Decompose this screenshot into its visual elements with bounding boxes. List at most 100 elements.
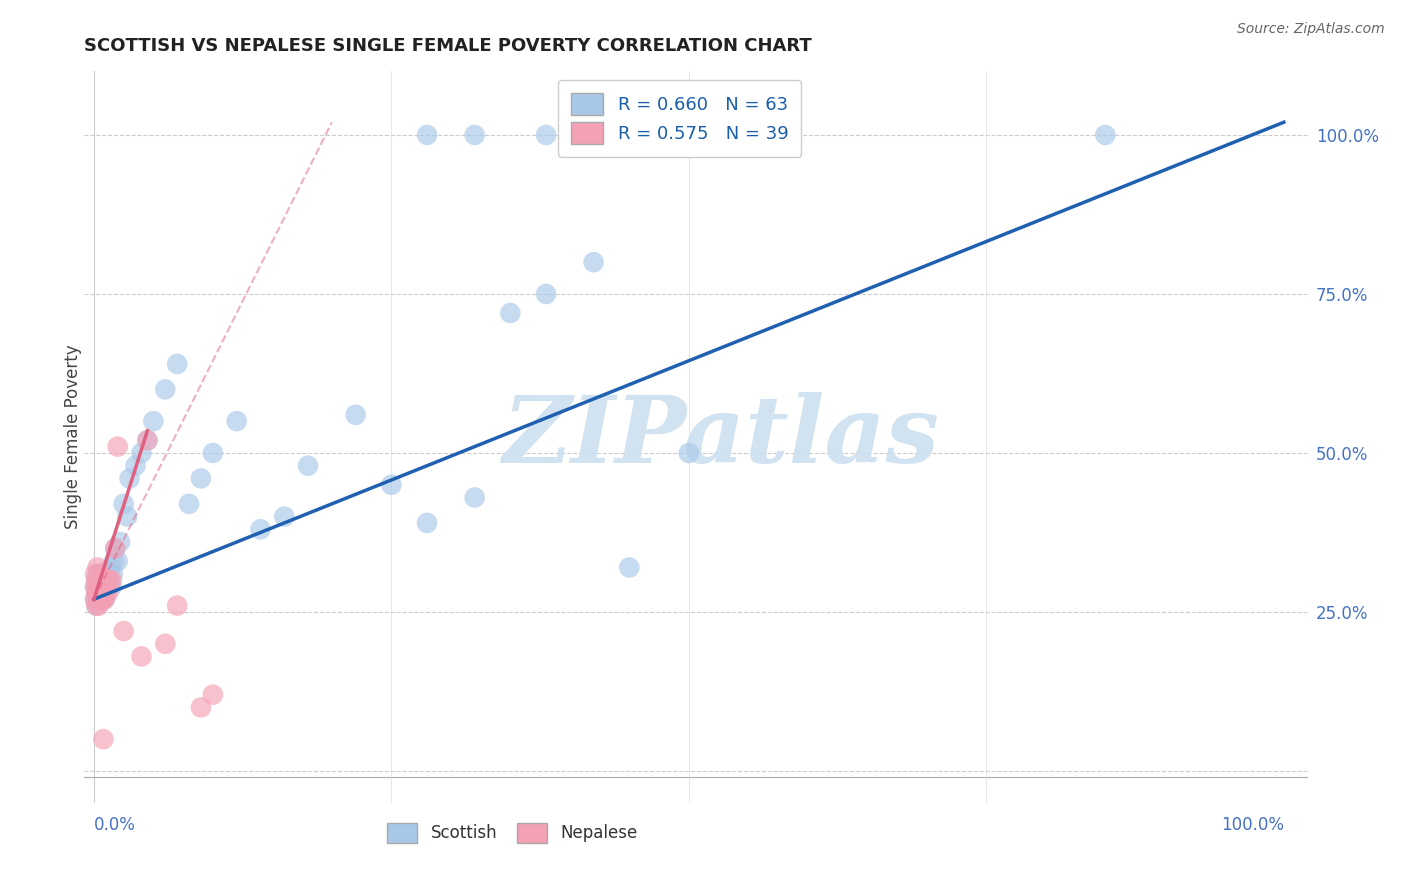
Point (84, 580, 107, 594)
Point (86, 580, 108, 594)
Point (91, 580, 114, 594)
Point (87, 592, 110, 607)
Point (94, 573, 117, 587)
Point (87, 599, 110, 613)
Point (190, 700, 212, 714)
Text: ZIPatlas: ZIPatlas (502, 392, 939, 482)
Point (84, 566, 107, 581)
Point (98, 573, 121, 587)
Legend: Scottish, Nepalese: Scottish, Nepalese (377, 813, 648, 853)
Point (93, 580, 115, 594)
Point (112, 624, 135, 638)
Point (84, 599, 107, 613)
Point (177, 497, 200, 511)
Point (201, 446, 224, 460)
Point (87, 573, 110, 587)
Point (416, 516, 439, 530)
Point (96, 580, 118, 594)
Point (93, 592, 115, 607)
Text: Source: ZipAtlas.com: Source: ZipAtlas.com (1237, 22, 1385, 37)
Point (93, 580, 115, 594)
Point (115, 509, 138, 524)
Point (86, 592, 108, 607)
Point (103, 554, 125, 568)
Point (380, 477, 402, 491)
Point (98, 573, 121, 587)
Point (297, 458, 319, 473)
Point (94, 586, 117, 600)
Point (534, 128, 557, 142)
Point (90, 580, 112, 594)
Point (84, 573, 107, 587)
Point (89, 592, 111, 607)
Point (96, 580, 118, 594)
Point (84, 592, 107, 607)
Point (534, 287, 557, 301)
Point (201, 688, 224, 702)
Point (118, 471, 141, 485)
Point (93, 566, 115, 581)
Point (107, 554, 129, 568)
Point (619, 560, 641, 574)
Point (86, 560, 108, 574)
Point (112, 497, 135, 511)
Point (155, 637, 177, 651)
Point (101, 566, 124, 581)
Point (100, 580, 122, 594)
Point (136, 434, 159, 448)
Point (90, 592, 112, 607)
Point (91, 592, 114, 607)
Point (273, 509, 295, 524)
Point (94, 573, 117, 587)
Point (87, 573, 110, 587)
Point (131, 649, 153, 664)
Point (107, 440, 129, 454)
Point (136, 434, 159, 448)
Point (87, 586, 110, 600)
Point (166, 357, 188, 371)
Point (190, 471, 212, 485)
Point (89, 580, 111, 594)
Point (90, 573, 112, 587)
Point (93, 592, 115, 607)
Point (84, 586, 107, 600)
Point (142, 414, 165, 428)
Point (249, 522, 271, 536)
Text: 100.0%: 100.0% (1220, 815, 1284, 833)
Point (100, 560, 122, 574)
Point (90, 586, 112, 600)
Text: SCOTTISH VS NEPALESE SINGLE FEMALE POVERTY CORRELATION CHART: SCOTTISH VS NEPALESE SINGLE FEMALE POVER… (84, 37, 813, 54)
Y-axis label: Single Female Poverty: Single Female Poverty (65, 345, 82, 529)
Point (1094, 128, 1116, 142)
Point (86, 580, 108, 594)
Point (124, 458, 146, 473)
Point (89, 592, 111, 607)
Point (678, 446, 700, 460)
Point (166, 599, 188, 613)
Point (97, 566, 120, 581)
Point (93, 592, 115, 607)
Point (582, 255, 605, 269)
Point (97, 586, 120, 600)
Point (86, 592, 108, 607)
Point (87, 586, 110, 600)
Point (86, 566, 108, 581)
Point (464, 491, 486, 505)
Text: 0.0%: 0.0% (94, 815, 136, 833)
Point (93, 586, 115, 600)
Point (344, 408, 367, 422)
Point (84, 592, 107, 607)
Point (84, 580, 107, 594)
Point (93, 573, 115, 587)
Point (582, 128, 605, 142)
Point (100, 573, 122, 587)
Point (104, 541, 127, 556)
Point (108, 535, 131, 549)
Point (225, 414, 247, 428)
Point (104, 541, 127, 556)
Point (464, 128, 486, 142)
Point (84, 599, 107, 613)
Point (93, 732, 115, 747)
Point (499, 306, 522, 320)
Point (94, 586, 117, 600)
